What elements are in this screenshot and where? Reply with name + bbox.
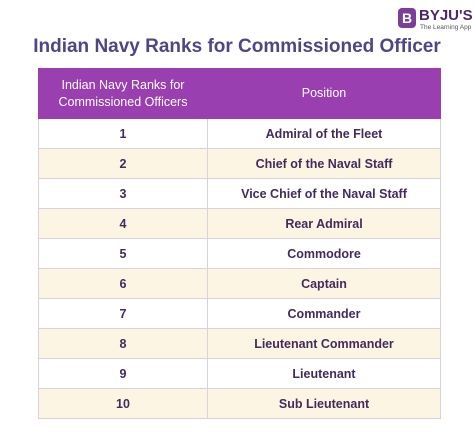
position-cell: Lieutenant [207,358,441,389]
table-row: 6 Captain [38,268,441,299]
position-cell: Vice Chief of the Naval Staff [207,178,441,209]
ranks-table: Indian Navy Ranks for Commissioned Offic… [38,68,441,419]
rank-cell: 7 [38,298,208,329]
rank-cell: 4 [38,208,208,239]
header-cell: Indian Navy Ranks for Commissioned Offic… [38,68,208,119]
rank-cell: 3 [38,178,208,209]
table-row: 5 Commodore [38,238,441,269]
position-cell: Chief of the Naval Staff [207,148,441,179]
rank-cell: 2 [38,148,208,179]
position-cell: Rear Admiral [207,208,441,239]
position-cell: Commodore [207,238,441,269]
rank-cell: 10 [38,388,208,419]
logo-mark: B [398,8,416,28]
position-cell: Admiral of the Fleet [207,118,441,149]
table-row: 2 Chief of the Naval Staff [38,148,441,179]
table-row: 1 Admiral of the Fleet [38,118,441,149]
rank-cell: 8 [38,328,208,359]
header-cell: Position [207,68,441,119]
table-row: 9 Lieutenant [38,358,441,389]
table-row: 4 Rear Admiral [38,208,441,239]
rank-cell: 6 [38,268,208,299]
logo-tagline: The Learning App [420,24,472,31]
header-row: Indian Navy Ranks for Commissioned Offic… [38,68,441,119]
logo-name: BYJU'S [419,7,473,24]
position-cell: Captain [207,268,441,299]
title: Indian Navy Ranks for Commissioned Offic… [33,36,441,57]
rank-cell: 1 [38,118,208,149]
table-row: 3 Vice Chief of the Naval Staff [38,178,441,209]
table-row: 7 Commander [38,298,441,329]
table-row: 8 Lieutenant Commander [38,328,441,359]
rank-cell: 5 [38,238,208,269]
position-cell: Commander [207,298,441,329]
position-cell: Sub Lieutenant [207,388,441,419]
table-row: 10 Sub Lieutenant [38,388,441,419]
rank-cell: 9 [38,358,208,389]
table-body: 1 Admiral of the Fleet 2 Chief of the Naval… [38,118,441,419]
position-cell: Lieutenant Commander [207,328,441,359]
